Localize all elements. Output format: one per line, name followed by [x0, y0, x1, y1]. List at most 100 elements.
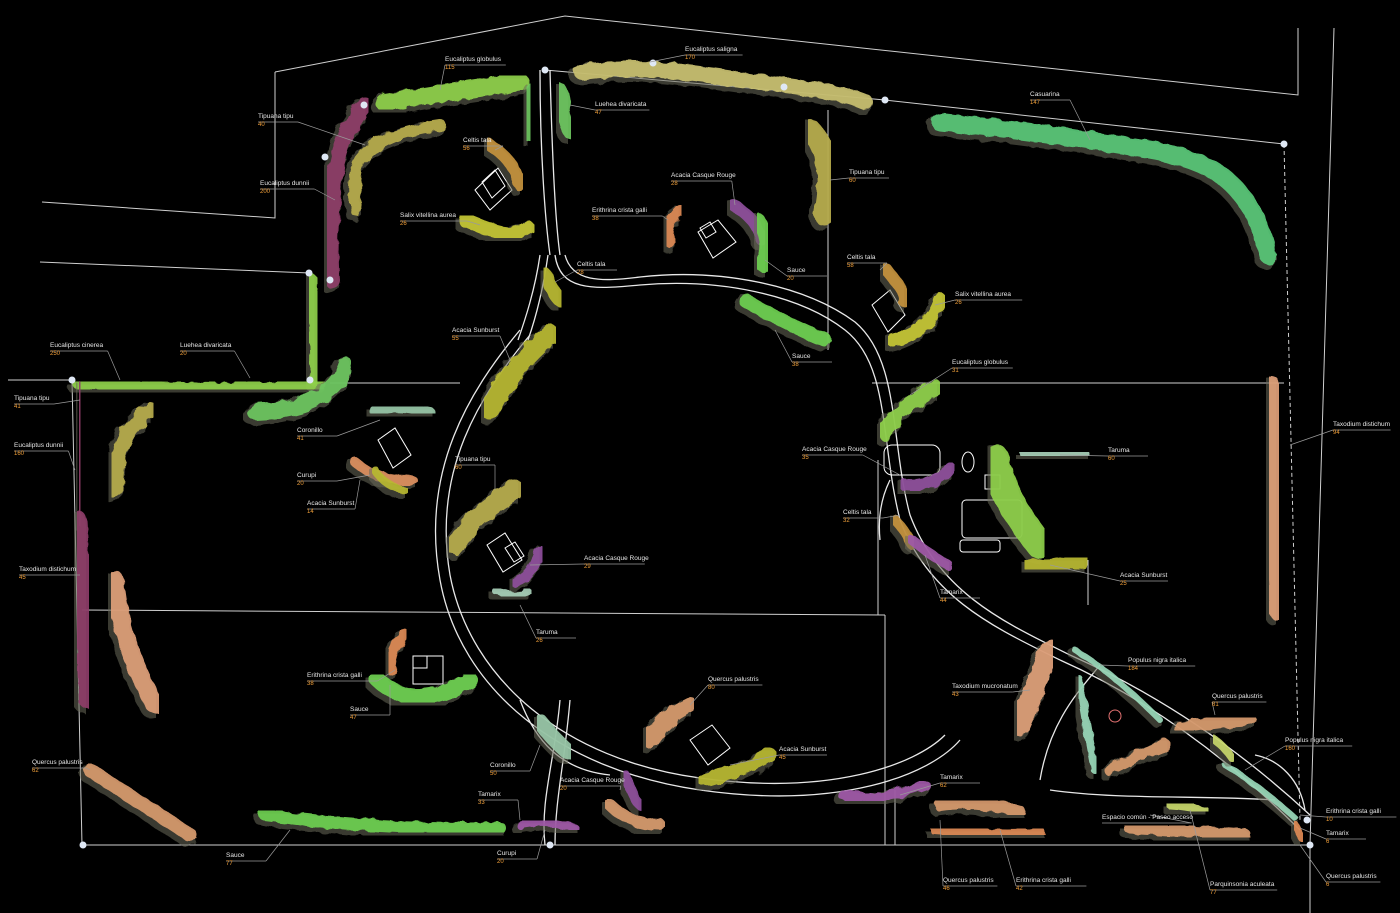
- species-name: Sauce: [350, 706, 369, 713]
- label-leader: [529, 563, 585, 566]
- species-count: 44: [940, 597, 947, 604]
- species-name: Erithrina crista galli: [307, 672, 362, 679]
- species-name: Populus nigra italica: [1128, 657, 1187, 664]
- tree-swath-populus-nigra-italica: [1217, 762, 1298, 826]
- species-name: Tamarix: [478, 791, 501, 798]
- species-label: Taxodium mucronatum 43: [952, 683, 1018, 697]
- label-leader: [1299, 814, 1327, 818]
- species-name: Erithrina crista galli: [592, 207, 647, 214]
- species-count: 32: [843, 517, 850, 524]
- label-leader: [619, 785, 622, 791]
- label-leader: [517, 799, 521, 821]
- label-leader: [354, 479, 361, 510]
- species-label: Eucaliptus dunnii 160: [14, 442, 64, 457]
- species-name: Sauce: [787, 267, 806, 274]
- label-leader: [314, 188, 336, 201]
- species-label: Erithrina crista galli 38: [592, 207, 647, 221]
- tree-swath-tipuana-tipu: [440, 480, 525, 560]
- tree-swath-quercus-palustris: [1099, 739, 1171, 781]
- tree-swath-tamarix: [511, 818, 579, 837]
- species-label: Quercus palustris 6: [1326, 873, 1377, 888]
- species-count: 160: [14, 450, 25, 457]
- survey-point: [360, 101, 368, 109]
- tree-swath-eucalyptus-dunnii: [67, 383, 87, 532]
- species-label: Acacia Casque Rouge 29: [584, 555, 649, 569]
- species-label: Acacia Sunburst 25: [1120, 572, 1168, 586]
- tree-swath-eucalyptus-globulus: [298, 273, 324, 392]
- species-label: Tamarix 6: [1326, 830, 1349, 844]
- species-name: Eucaliptus dunnii: [14, 442, 64, 449]
- species-label: Acacia Casque Rouge 35: [802, 446, 867, 460]
- species-label: Populus nigra italica 160: [1285, 737, 1343, 751]
- species-label: Eucaliptus saligna 170: [685, 46, 737, 60]
- species-count: 62: [940, 782, 947, 789]
- species-count: 94: [1333, 429, 1340, 436]
- label-leader: [899, 782, 941, 796]
- species-count: 40: [258, 121, 265, 128]
- species-name: Quercus palustris: [1326, 873, 1377, 880]
- label-leader: [336, 419, 381, 437]
- species-label: Sauce 77: [226, 852, 244, 866]
- label-leader: [569, 104, 596, 111]
- species-name: Acacia Sunburst: [1120, 572, 1168, 579]
- tree-swath-acacia-sunburst: [693, 748, 777, 792]
- species-count: 47: [350, 714, 357, 721]
- tree-swath-eucalyptus-globulus: [976, 444, 1054, 564]
- survey-point: [546, 841, 554, 849]
- label-leader: [297, 121, 366, 146]
- survey-point: [780, 83, 788, 91]
- species-label: Quercus palustris 62: [32, 759, 83, 773]
- species-name: Celtis tala: [463, 137, 492, 144]
- species-count: 28: [577, 269, 584, 276]
- label-leader: [529, 744, 541, 772]
- species-name: Tamarix: [1326, 830, 1349, 837]
- tree-swath-coronillo: [365, 402, 435, 422]
- species-count: 20: [497, 858, 504, 865]
- tree-swath-eucalyptus-globulus: [371, 73, 529, 117]
- tree-swath-erithrina-crista-galli: [658, 205, 685, 253]
- label-leader: [1059, 454, 1109, 457]
- tree-swath-erithrina-crista-galli: [380, 628, 410, 680]
- tree-swath-quercus-palustris: [929, 797, 1026, 823]
- label-leader: [234, 350, 251, 379]
- label-leader: [939, 819, 944, 887]
- species-count: 55: [452, 335, 459, 342]
- tree-swath-tipuana-tipu: [794, 119, 840, 231]
- species-label: Celtis tala 56: [463, 137, 492, 151]
- species-label: Taruma 26: [536, 629, 558, 643]
- tree-swath-luehea-divaricata: [242, 357, 353, 425]
- label-leader: [1099, 664, 1129, 667]
- species-label: Espacio común - Paseo acceso: [1102, 814, 1193, 822]
- tree-swath-sauce: [746, 213, 774, 277]
- label-leader: [265, 829, 291, 862]
- species-name: Taruma: [536, 629, 558, 636]
- species-label: Eucaliptus dunnii 200: [260, 180, 309, 194]
- survey-point: [321, 153, 329, 161]
- species-count: 58: [847, 262, 854, 269]
- tree-swath-luehea-divaricata: [548, 83, 577, 144]
- species-count: 14: [307, 508, 314, 515]
- species-count: 45: [19, 574, 26, 581]
- tree-swath-acacia-sunburst: [475, 325, 560, 425]
- species-count: 41: [297, 435, 304, 442]
- label-leader: [774, 329, 793, 363]
- tree-swath-quercus-palustris: [637, 697, 698, 753]
- species-count: 6: [1326, 881, 1330, 888]
- tree-swath-coronillo: [527, 714, 576, 765]
- species-count: 26: [400, 220, 407, 227]
- species-label: Salix vitellina aurea 26: [955, 291, 1011, 305]
- tree-swath-salix-vitellina-aurea: [881, 293, 947, 352]
- tree-swath-acacia-sunburst: [1018, 553, 1089, 580]
- species-label: Tipuana tipu 60: [455, 456, 491, 470]
- species-name: Tamarix: [940, 774, 963, 781]
- species-name: Taxodium distichum: [19, 566, 77, 573]
- label-leader: [1289, 429, 1334, 446]
- species-label: Taxodium distichum 45: [19, 566, 77, 581]
- species-name: Acacia Casque Rouge: [584, 555, 649, 562]
- species-count: 60: [1108, 455, 1115, 462]
- label-leader: [764, 259, 788, 277]
- tree-swath-eucalyptus-saligna: [569, 60, 873, 115]
- label-leader: [689, 684, 709, 706]
- species-count: 80: [708, 684, 715, 691]
- label-leader: [439, 64, 446, 91]
